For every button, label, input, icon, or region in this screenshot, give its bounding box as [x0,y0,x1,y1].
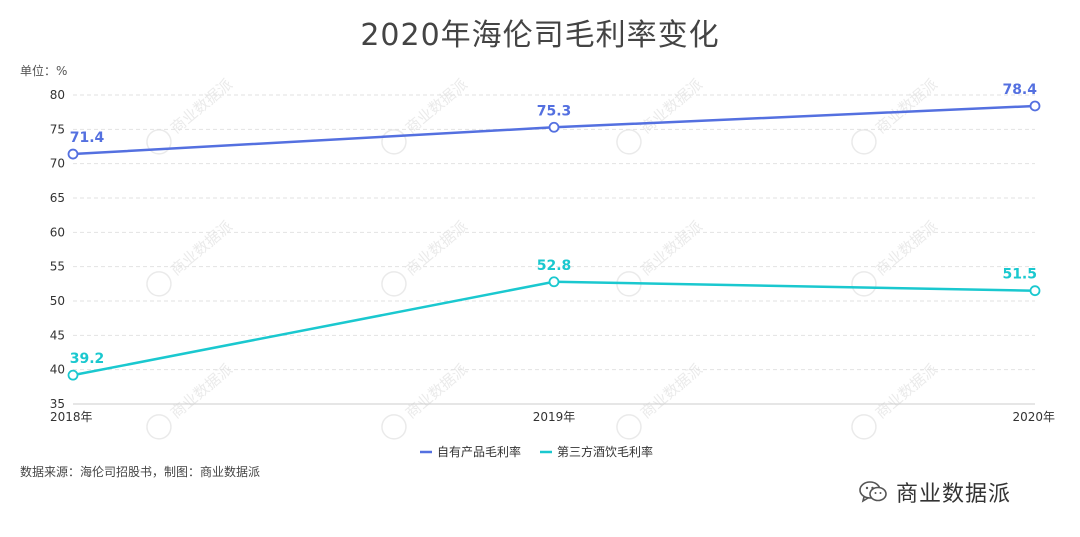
watermark: 商业数据派 [616,360,706,440]
y-tick-label: 80 [50,88,65,102]
watermark: 商业数据派 [381,217,471,297]
data-point [67,148,79,160]
watermark: 商业数据派 [851,75,941,155]
data-point [1029,285,1041,297]
watermark: 商业数据派 [381,360,471,440]
y-tick-label: 50 [50,294,65,308]
y-tick-label: 40 [50,363,65,377]
data-point [548,121,560,133]
data-label: 39.2 [70,351,105,367]
svg-text:商业数据派: 商业数据派 [637,217,706,279]
watermark: 商业数据派 [381,75,471,155]
x-tick-label: 2020年 [1012,410,1055,424]
legend-label: 自有产品毛利率 [437,444,521,459]
wechat-icon [859,481,887,503]
legend-label: 第三方酒饮毛利率 [557,444,653,459]
brand-name: 商业数据派 [896,482,1012,507]
data-label: 71.4 [70,130,105,146]
data-label: 75.3 [537,103,572,119]
y-tick-label: 65 [50,191,65,205]
source-note: 数据来源：海伦司招股书，制图：商业数据派 [20,465,261,479]
y-tick-label: 60 [50,225,65,239]
svg-text:商业数据派: 商业数据派 [872,75,941,137]
watermark: 商业数据派 [616,75,706,155]
y-tick-label: 70 [50,157,65,171]
watermark: 商业数据派 [146,360,236,440]
series-layer: 71.4 75.3 78.4 39.2 52.8 51.5 [67,82,1041,381]
svg-text:商业数据派: 商业数据派 [167,217,236,279]
x-tick-label: 2019年 [533,410,576,424]
y-tick-label: 75 [50,122,65,136]
svg-text:商业数据派: 商业数据派 [872,217,941,279]
watermark: 商业数据派 [146,217,236,297]
x-tick-label: 2018年 [50,410,93,424]
svg-text:商业数据派: 商业数据派 [402,217,471,279]
data-label: 78.4 [1002,82,1037,98]
y-tick-label: 35 [50,397,65,411]
svg-text:商业数据派: 商业数据派 [167,75,236,137]
svg-text:商业数据派: 商业数据派 [402,75,471,137]
legend: 自有产品毛利率 第三方酒饮毛利率 [420,444,653,459]
y-tick-label: 55 [50,260,65,274]
data-label: 52.8 [537,258,572,274]
series-line [72,280,1036,377]
grid-lines [73,94,1035,371]
watermark: 商业数据派 [851,360,941,440]
chart-title: 2020年海伦司毛利率变化 [360,18,720,53]
y-tick-label: 45 [50,328,65,342]
data-point [548,276,560,288]
watermark: 商业数据派 [616,217,706,297]
svg-text:商业数据派: 商业数据派 [637,75,706,137]
unit-label: 单位：% [20,64,68,78]
axes: 35 40 45 50 55 60 65 70 75 80 2018年 2019年 2020年 [50,88,1055,424]
data-point [67,369,79,381]
data-label: 51.5 [1002,267,1037,283]
data-point [1029,100,1041,112]
brand-logo: 商业数据派 [858,476,1011,508]
